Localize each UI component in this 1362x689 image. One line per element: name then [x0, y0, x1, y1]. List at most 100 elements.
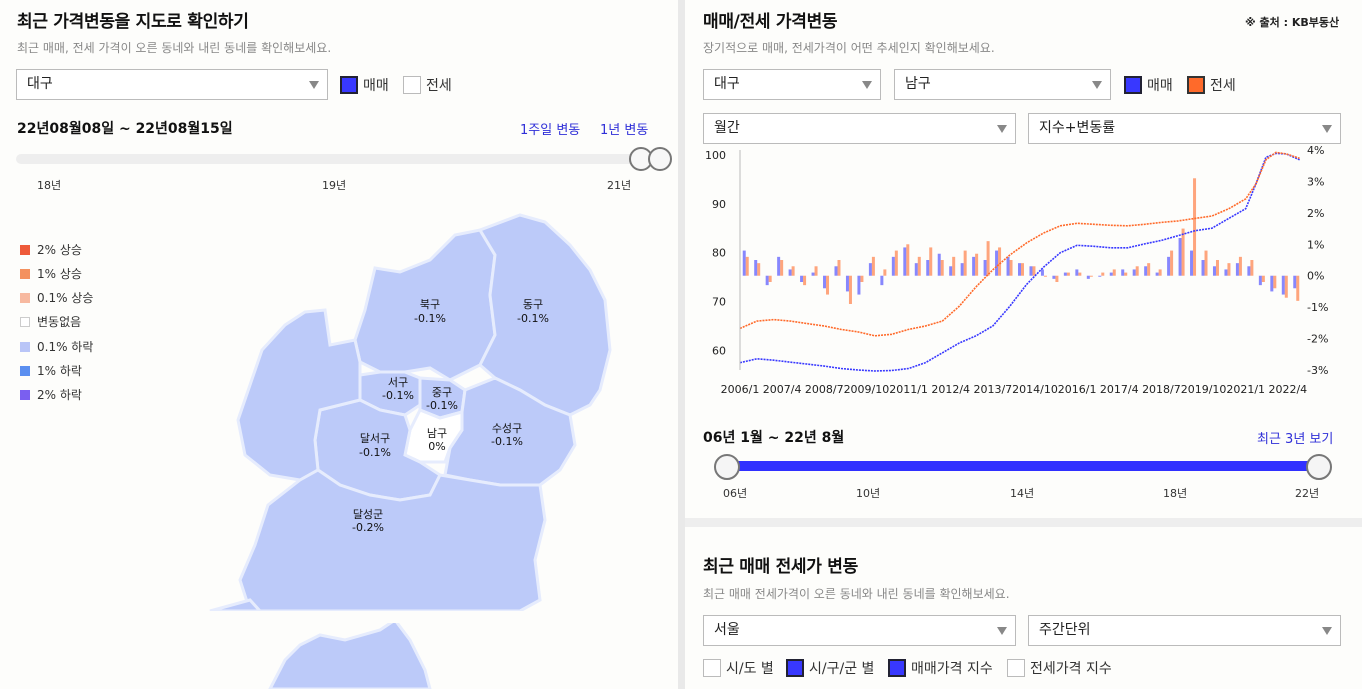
region-name: 남구 [427, 427, 447, 440]
change-rate-bar [1075, 269, 1079, 276]
metric-select[interactable]: 지수+변동률 [1028, 113, 1341, 144]
y-right-tick-label: 4% [1307, 145, 1324, 157]
change-rate-bar [1006, 256, 1010, 276]
change-rate-bar [1224, 269, 1228, 276]
checkbox-checked-icon [340, 76, 358, 94]
region-name: 달서구 [360, 432, 390, 445]
range-tick: 14년 [1010, 487, 1035, 500]
chevron-down-icon [862, 81, 872, 89]
change-rate-bar [1258, 275, 1262, 286]
change-rate-bar [963, 250, 967, 276]
metric-select-value: 지수+변동률 [1039, 120, 1116, 136]
change-rate-bar [1293, 275, 1297, 289]
by-province-checkbox[interactable]: 시/도 별 [703, 658, 774, 678]
change-rate-bar [765, 275, 769, 286]
chevron-down-icon [1322, 125, 1332, 133]
change-rate-bar [1193, 178, 1197, 276]
checkbox-checked-icon [888, 659, 906, 677]
year-change-link[interactable]: 1년 변동 [600, 123, 649, 138]
change-rate-bar [1086, 275, 1090, 279]
range-slider-track[interactable] [725, 461, 1321, 471]
region-value: -0.1% [517, 312, 549, 325]
section2-region-select[interactable]: 서울 [703, 615, 1016, 646]
change-rate-bar [1158, 269, 1162, 276]
change-rate-bar [788, 269, 792, 276]
region-value: -0.1% [414, 312, 446, 325]
change-rate-bar [1201, 260, 1205, 276]
region-value: 0% [428, 440, 445, 453]
legend-label: 0.1% 상승 [37, 291, 94, 305]
checkbox-label: 시/도 별 [726, 661, 774, 677]
interval-select[interactable]: 월간 [703, 113, 1016, 144]
week-change-link[interactable]: 1주일 변동 [520, 123, 581, 138]
change-rate-bar [940, 260, 944, 276]
change-rate-bar [949, 266, 953, 276]
by-district-checkbox[interactable]: 시/구/군 별 [786, 658, 874, 678]
change-rate-bar [1215, 260, 1219, 276]
region-name: 수성구 [492, 422, 522, 435]
jeonse-checkbox[interactable]: 전세 [403, 75, 452, 95]
change-rate-bar [1078, 272, 1082, 276]
range-tick: 22년 [1295, 487, 1320, 500]
price-trend-chart: 60 70 80 90 100 4% 3% 2% 1% 0% -1% -2% -3% 2006/1 2007… [705, 145, 1328, 396]
district-select[interactable]: 남구 [894, 69, 1111, 100]
map-subtitle: 최근 매매, 전세 가격이 오른 동네와 내린 동네를 확인해보세요. [17, 41, 332, 55]
x-tick-label: 2021/1 [1226, 383, 1265, 396]
map-timeline-track[interactable] [16, 154, 656, 164]
map-timeline-handle-end[interactable] [648, 147, 672, 171]
change-rate-bar [1132, 269, 1136, 276]
jeonse-checkbox-label: 전세 [1210, 78, 1236, 94]
change-rate-bar [834, 266, 838, 276]
region-select[interactable]: 대구 [16, 69, 328, 100]
x-tick-label: 2012/4 [931, 383, 970, 396]
index-lines [739, 151, 1300, 372]
x-tick-label: 2022/4 [1268, 383, 1307, 396]
section2-region-value: 서울 [714, 622, 740, 638]
range-tick: 10년 [856, 487, 881, 500]
city-select[interactable]: 대구 [703, 69, 881, 100]
map-region-donggu[interactable] [477, 213, 612, 417]
legend-swatch [20, 292, 30, 303]
change-rate-bar [894, 250, 898, 276]
legend-label: 2% 하락 [37, 388, 82, 402]
sale-checkbox[interactable]: 매매 [1124, 75, 1173, 95]
range-slider-end-handle[interactable] [1306, 454, 1332, 480]
jeonse-index-checkbox[interactable]: 전세가격 지수 [1007, 658, 1112, 678]
recent-3y-link[interactable]: 최근 3년 보기 [1257, 432, 1334, 447]
change-rate-bar [1281, 275, 1285, 295]
x-tick-label: 2017/4 [1100, 383, 1139, 396]
sale-checkbox[interactable]: 매매 [340, 75, 389, 95]
change-rate-bar [1052, 275, 1056, 279]
chevron-down-icon [997, 627, 1007, 635]
change-rate-bar [1147, 263, 1151, 276]
checkbox-unchecked-icon [1007, 659, 1025, 677]
y-right-tick-label: -3% [1307, 364, 1328, 377]
section2-unit-select[interactable]: 주간단위 [1028, 615, 1341, 646]
region-value: -0.1% [491, 435, 523, 448]
change-rate-bar [903, 247, 907, 276]
legend-label: 0.1% 하락 [37, 340, 94, 354]
map-period: 22년08월08일 ~ 22년08월15일 [17, 121, 233, 137]
change-rate-bar [1121, 269, 1125, 276]
map-region-lower-area[interactable] [268, 617, 432, 689]
sale-checkbox-label: 매매 [1147, 78, 1173, 94]
map-region-dalseonggun[interactable] [238, 468, 547, 613]
change-rate-bar [1101, 272, 1105, 276]
district-select-value: 남구 [905, 76, 931, 92]
y-right-tick-label: -2% [1307, 333, 1328, 346]
change-rate-bar [1167, 256, 1171, 276]
jeonse-checkbox[interactable]: 전세 [1187, 75, 1236, 95]
range-slider-start-handle[interactable] [714, 454, 740, 480]
trend-subtitle: 장기적으로 매매, 전세가격이 어떤 추세인지 확인해보세요. [703, 41, 995, 55]
series-line [739, 152, 1300, 372]
map-panel: 최근 가격변동을 지도로 확인하기 최근 매매, 전세 가격이 오른 동네와 내… [0, 0, 678, 689]
change-rate-bar [1204, 250, 1208, 276]
y-right-tick-label: 1% [1307, 238, 1324, 251]
x-tick-label: 2013/7 [973, 383, 1012, 396]
change-rate-bar [1238, 256, 1242, 276]
x-tick-label: 2018/7 [1142, 383, 1181, 396]
sale-index-checkbox[interactable]: 매매가격 지수 [888, 658, 993, 678]
x-tick-label: 2007/4 [763, 383, 802, 396]
change-rate-bar [1170, 250, 1174, 276]
section2-unit-value: 주간단위 [1039, 622, 1091, 638]
